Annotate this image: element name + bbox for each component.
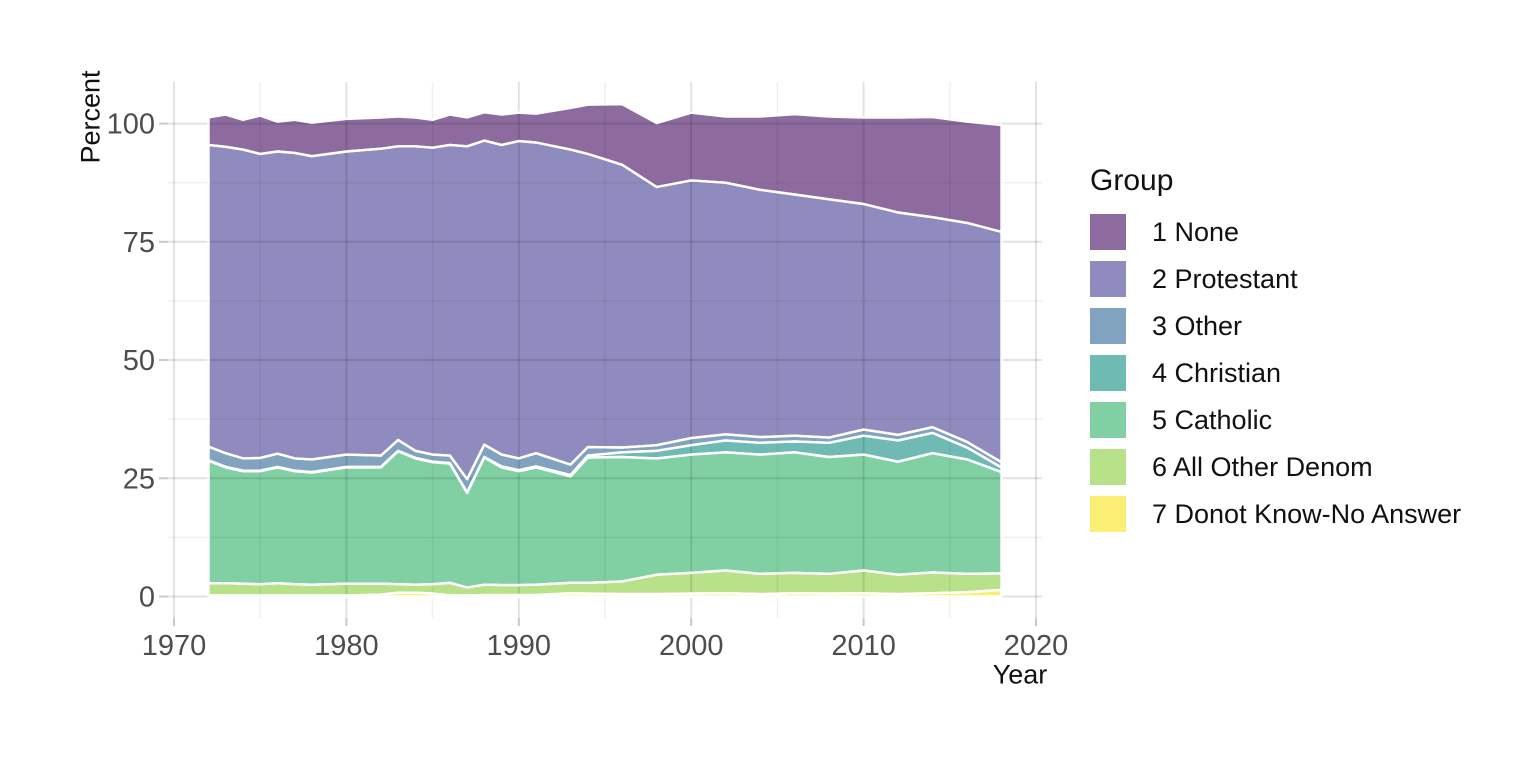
legend-title: Group [1090,164,1174,197]
svg-text:100: 100 [107,109,155,141]
svg-text:2010: 2010 [831,630,896,662]
legend-item-label: 1 None [1152,216,1240,247]
x-axis-title: Year [992,659,1048,690]
legend-item-label: 2 Protestant [1152,263,1298,294]
svg-text:1990: 1990 [487,630,552,662]
svg-text:50: 50 [123,345,155,377]
legend-swatch [1090,496,1126,532]
svg-text:2000: 2000 [659,630,724,662]
legend: Group 1 None 2 Protestant 3 Other 4 Christi… [1090,164,1461,543]
legend-item-label: 7 Donot Know-No Answer [1152,498,1462,529]
svg-text:2020: 2020 [1004,630,1069,662]
legend-swatch [1090,402,1126,438]
legend-item: 2 Protestant [1090,261,1461,297]
legend-swatch [1090,449,1126,485]
svg-text:25: 25 [123,463,155,495]
legend-items: 1 None 2 Protestant 3 Other 4 Christian 5 Ca… [1090,214,1461,532]
y-axis-title: Percent [75,70,106,164]
legend-item: 4 Christian [1090,355,1461,391]
legend-item-label: 4 Christian [1152,357,1282,388]
legend-item: 6 All Other Denom [1090,449,1461,485]
legend-item: 7 Donot Know-No Answer [1090,496,1461,532]
legend-swatch [1090,261,1126,297]
legend-swatch [1090,308,1126,344]
legend-item-label: 6 All Other Denom [1152,451,1373,482]
legend-item-label: 3 Other [1152,310,1243,341]
svg-text:0: 0 [139,582,155,614]
legend-item: 1 None [1090,214,1461,250]
svg-text:75: 75 [123,227,155,259]
legend-swatch [1090,355,1126,391]
legend-item: 5 Catholic [1090,402,1461,438]
svg-text:1970: 1970 [142,630,207,662]
legend-swatch [1090,214,1126,250]
legend-item-label: 5 Catholic [1152,404,1273,435]
svg-text:1980: 1980 [314,630,379,662]
legend-item: 3 Other [1090,308,1461,344]
